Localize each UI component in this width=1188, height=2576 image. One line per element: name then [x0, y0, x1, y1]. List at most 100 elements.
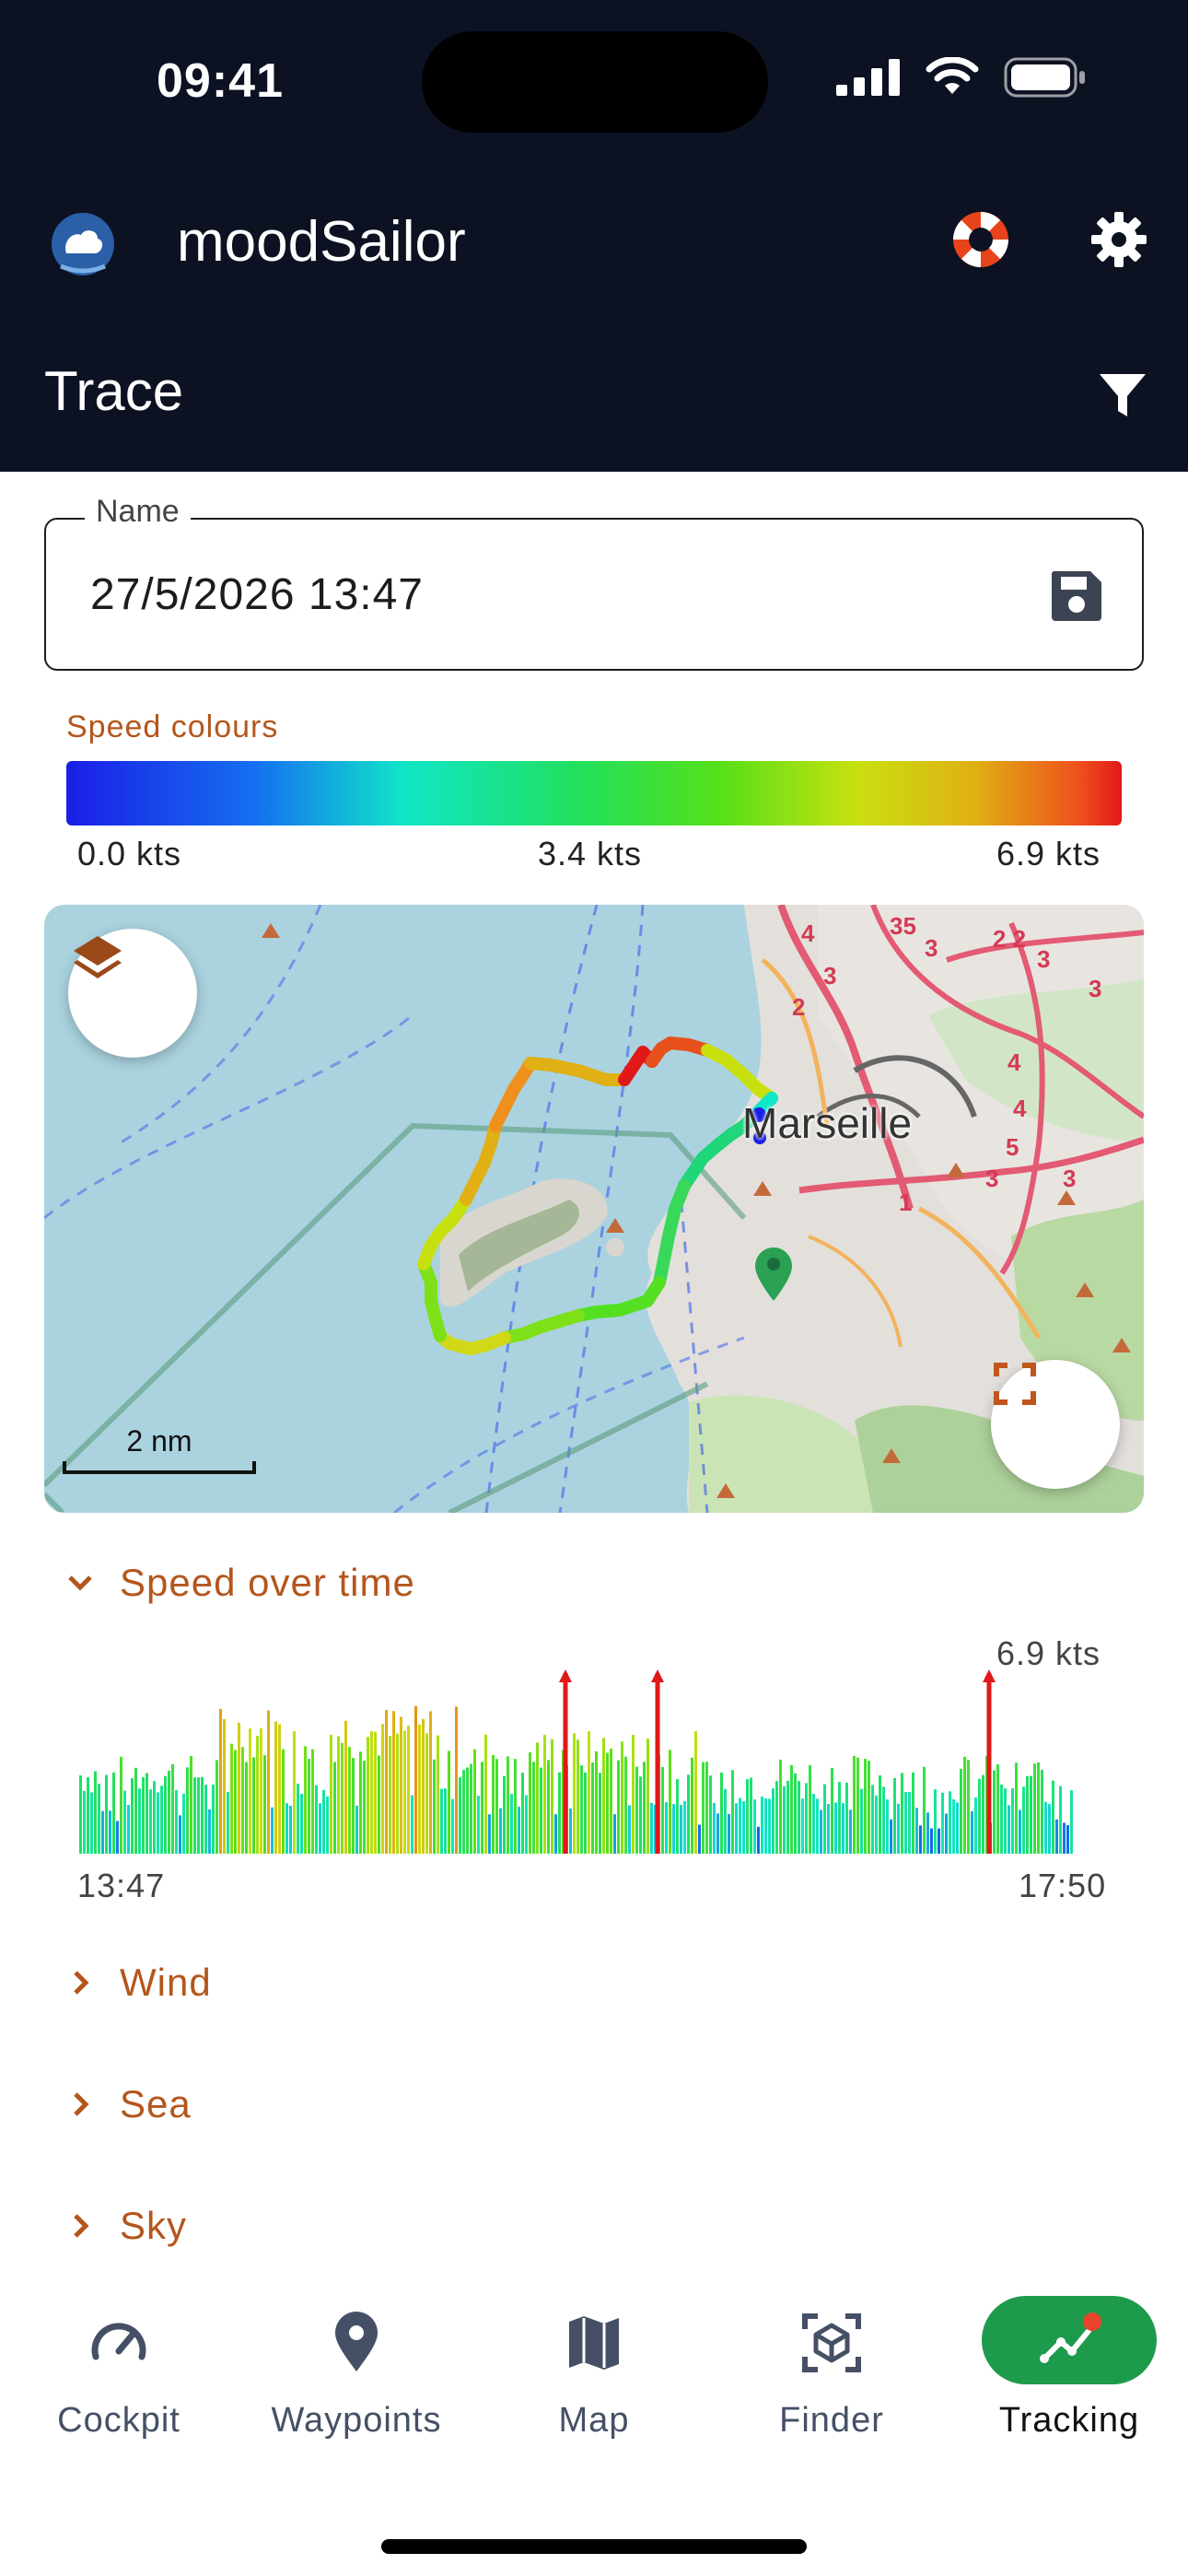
nav-cockpit[interactable]: Cockpit [8, 2292, 229, 2449]
speed-bar [208, 1809, 211, 1854]
section-sea[interactable]: Sea [64, 2082, 192, 2126]
speed-bar [646, 1739, 649, 1854]
speed-bar [503, 1775, 506, 1854]
speed-bar [330, 1734, 332, 1854]
nav-map[interactable]: Map [483, 2292, 705, 2449]
speed-bar [146, 1773, 148, 1854]
speed-bar [757, 1826, 760, 1854]
speed-bar [444, 1788, 447, 1854]
speed-bar [311, 1749, 314, 1854]
speed-bar [1037, 1762, 1040, 1854]
speed-bar [676, 1778, 679, 1854]
speed-bar [414, 1705, 417, 1854]
screen-header: Trace [0, 313, 1188, 472]
ar-cube-icon [802, 2313, 861, 2372]
speed-bar [234, 1750, 237, 1854]
speed-bar [532, 1762, 535, 1854]
settings-gear-icon[interactable] [1089, 209, 1149, 270]
trace-name-field[interactable]: Name 27/5/2026 13:47 [44, 494, 1144, 671]
speed-bar [893, 1777, 896, 1854]
speed-bar [263, 1755, 266, 1854]
speed-bar [831, 1767, 833, 1854]
nav-finder[interactable]: Finder [721, 2292, 942, 2449]
speed-bar [639, 1776, 642, 1854]
speed-bar [716, 1813, 719, 1854]
speed-bar [484, 1734, 487, 1854]
home-indicator [381, 2539, 807, 2554]
filter-icon[interactable] [1096, 369, 1149, 422]
speed-bar [834, 1802, 837, 1854]
speed-bar [101, 1810, 104, 1854]
speed-bar [912, 1772, 914, 1854]
speed-bar [252, 1757, 255, 1854]
speed-bar [400, 1716, 402, 1854]
speed-legend-mid: 3.4 kts [538, 835, 643, 872]
speed-bar [584, 1772, 587, 1854]
speed-bar [79, 1774, 82, 1854]
section-wind[interactable]: Wind [64, 1961, 212, 2005]
speed-bar [1000, 1785, 1003, 1854]
speed-bar [378, 1755, 380, 1854]
speed-bar [116, 1821, 119, 1854]
speed-bar [168, 1770, 170, 1854]
speed-bar [731, 1770, 734, 1854]
nav-tracking-active-indicator [982, 2296, 1157, 2384]
speed-bar [827, 1803, 830, 1854]
speed-bar [967, 1760, 970, 1854]
speed-bar [297, 1783, 299, 1854]
fullscreen-icon [994, 1363, 1036, 1405]
speed-bar [794, 1773, 797, 1854]
speed-bar [230, 1743, 233, 1854]
speed-bar [525, 1795, 528, 1854]
speed-bar [123, 1790, 126, 1854]
speed-bar [750, 1777, 752, 1854]
speed-bar [775, 1781, 778, 1854]
speed-bar [764, 1797, 767, 1854]
nav-waypoints[interactable]: Waypoints [246, 2292, 467, 2449]
save-icon[interactable] [1048, 568, 1105, 625]
svg-text:3: 3 [823, 962, 836, 989]
speed-bar [260, 1727, 262, 1854]
speed-bar [897, 1803, 900, 1854]
speed-bar [274, 1721, 277, 1854]
trace-name-value[interactable]: 27/5/2026 13:47 [90, 570, 424, 619]
speed-bar [735, 1803, 738, 1854]
speed-bar [392, 1711, 395, 1854]
nav-tracking[interactable]: Tracking [959, 2292, 1180, 2449]
speed-bar [422, 1718, 425, 1854]
speed-bar [650, 1802, 653, 1854]
speed-bar [728, 1813, 730, 1854]
section-sky[interactable]: Sky [64, 2204, 187, 2248]
speed-bar [201, 1776, 204, 1854]
bottom-navigation: Cockpit Waypoints Map Finder Tracking [0, 2276, 1188, 2576]
map-fullscreen-button[interactable] [991, 1360, 1120, 1489]
speed-color-gradient [66, 761, 1122, 825]
signal-icon [836, 59, 900, 96]
wifi-icon [926, 57, 979, 94]
speed-bar [120, 1756, 122, 1854]
speed-bar [971, 1810, 973, 1854]
speed-bar [632, 1735, 635, 1854]
speed-bar [1022, 1786, 1025, 1854]
map-layers-button[interactable] [68, 929, 197, 1058]
svg-text:4: 4 [1007, 1048, 1021, 1076]
speed-bar [628, 1805, 631, 1854]
speed-bar [466, 1767, 469, 1854]
speed-bar [569, 1808, 572, 1854]
speed-bar [683, 1800, 686, 1854]
speed-bar [98, 1784, 100, 1854]
speed-bar [908, 1792, 911, 1854]
lifebuoy-icon[interactable] [949, 207, 1013, 272]
speed-bar [798, 1781, 800, 1854]
section-speed-over-time[interactable]: Speed over time [64, 1561, 415, 1605]
speed-bar [90, 1792, 93, 1854]
speed-chart-max-label: 6.9 kts [996, 1634, 1101, 1672]
svg-text:4: 4 [801, 919, 815, 947]
speed-bar [702, 1762, 705, 1854]
speed-bar [901, 1773, 903, 1854]
nav-tracking-label: Tracking [998, 2401, 1140, 2440]
speed-bar [333, 1762, 336, 1854]
speed-bar [448, 1751, 450, 1854]
speed-bar [171, 1763, 174, 1854]
